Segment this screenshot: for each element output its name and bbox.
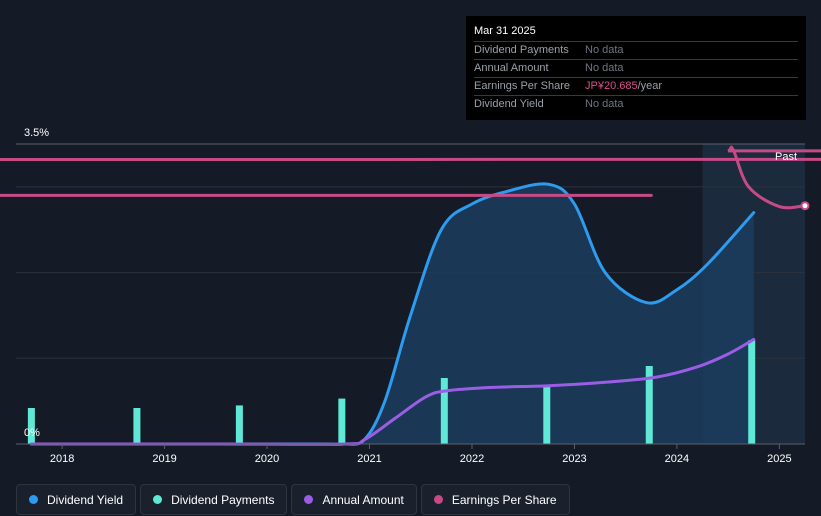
eps-unit: /year — [637, 80, 663, 92]
legend-dividend-yield[interactable]: Dividend Yield — [16, 484, 137, 515]
y-axis-top-label: 3.5% — [24, 127, 49, 139]
dividend-payment-bar — [543, 386, 551, 444]
dividend-payment-bar — [748, 340, 756, 444]
chart-legend: Dividend Yield Dividend Payments Annual … — [16, 484, 570, 515]
earnings-per-share-line — [0, 147, 821, 208]
x-tick-label: 2020 — [255, 453, 279, 465]
x-tick-label: 2019 — [152, 453, 176, 465]
legend-dot-icon — [433, 495, 443, 504]
x-tick-label: 2018 — [50, 453, 74, 465]
dividend-payment-bar — [440, 378, 448, 444]
legend-dot-icon — [153, 495, 163, 504]
tooltip: Mar 31 2025 Dividend Payments No data An… — [466, 16, 806, 120]
y-axis-bottom-label: 0% — [24, 427, 40, 439]
dividend-payment-bars — [27, 340, 756, 444]
x-axis: 2018 2019 2020 2021 2022 2023 2024 2025 — [16, 443, 805, 465]
tooltip-label: Dividend Payments — [474, 44, 569, 56]
tooltip-row-dividend-yield: Dividend Yield No data — [474, 95, 798, 113]
legend-dividend-payments[interactable]: Dividend Payments — [140, 484, 288, 515]
dividend-payment-bar — [338, 398, 346, 444]
dividend-yield-area — [31, 183, 754, 445]
x-tick-label: 2025 — [767, 453, 791, 465]
tooltip-row-annual-amount: Annual Amount No data — [474, 59, 798, 77]
eps-value: JP¥20.685 — [585, 80, 638, 92]
legend-earnings-per-share[interactable]: Earnings Per Share — [420, 484, 570, 515]
dividend-yield-fill — [31, 183, 754, 445]
legend-dot-icon — [29, 495, 38, 504]
tooltip-row-dividend-payments: Dividend Payments No data — [474, 41, 798, 59]
legend-label: Earnings Per Share — [451, 492, 557, 507]
legend-annual-amount[interactable]: Annual Amount — [291, 484, 417, 515]
eps-end-marker — [800, 201, 810, 211]
legend-label: Dividend Yield — [47, 492, 124, 507]
tooltip-date: Mar 31 2025 — [474, 25, 536, 37]
legend-dot-icon — [304, 495, 314, 504]
dividend-payment-bar — [235, 405, 243, 444]
past-label: Past — [775, 151, 797, 163]
x-tick-label: 2024 — [665, 453, 689, 465]
dividend-payment-bar — [645, 366, 653, 444]
tooltip-label: Earnings Per Share — [474, 80, 570, 92]
tooltip-value: No data — [585, 98, 624, 110]
tooltip-label: Dividend Yield — [474, 98, 544, 110]
legend-label: Dividend Payments — [171, 492, 275, 507]
tooltip-label: Annual Amount — [474, 62, 549, 74]
tooltip-value: JP¥20.685/year — [585, 78, 662, 95]
x-tick-label: 2021 — [357, 453, 381, 465]
tooltip-value: No data — [585, 44, 624, 56]
tooltip-value: No data — [585, 62, 624, 74]
dividend-payment-bar — [27, 408, 35, 444]
x-tick-label: 2023 — [562, 453, 586, 465]
dividend-payment-bar — [133, 408, 141, 444]
x-tick-label: 2022 — [460, 453, 484, 465]
tooltip-row-earnings-per-share: Earnings Per Share JP¥20.685/year — [474, 77, 798, 95]
legend-label: Annual Amount — [322, 492, 404, 507]
